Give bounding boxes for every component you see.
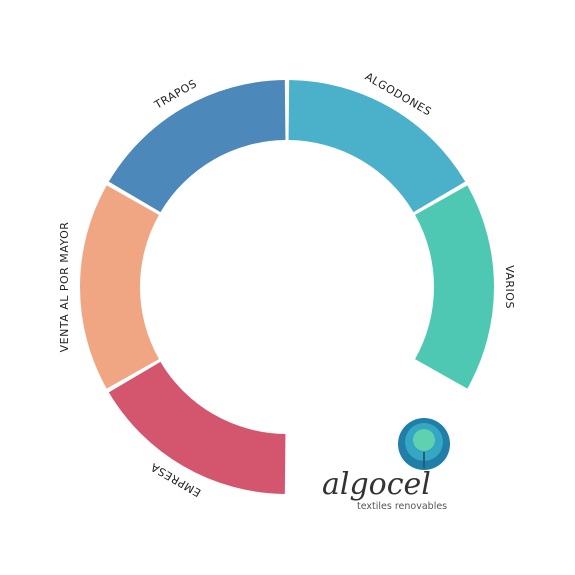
menu-item[interactable]: VARIOS xyxy=(415,185,516,389)
menu-segment[interactable] xyxy=(415,185,494,389)
logo-tagline: textiles renovables xyxy=(357,501,447,512)
logo-icon-core xyxy=(413,429,435,451)
menu-segment[interactable] xyxy=(288,80,466,213)
menu-segment[interactable] xyxy=(80,185,159,389)
menu-item[interactable]: VENTA AL POR MAYOR xyxy=(58,185,159,389)
menu-segment[interactable] xyxy=(108,80,286,213)
logo-name: algocel xyxy=(322,467,431,502)
menu-label[interactable]: VARIOS xyxy=(503,265,516,309)
menu-label[interactable]: VENTA AL POR MAYOR xyxy=(58,222,71,353)
logo[interactable]: algocel textiles renovables xyxy=(322,418,450,512)
menu-segment[interactable] xyxy=(108,361,286,494)
